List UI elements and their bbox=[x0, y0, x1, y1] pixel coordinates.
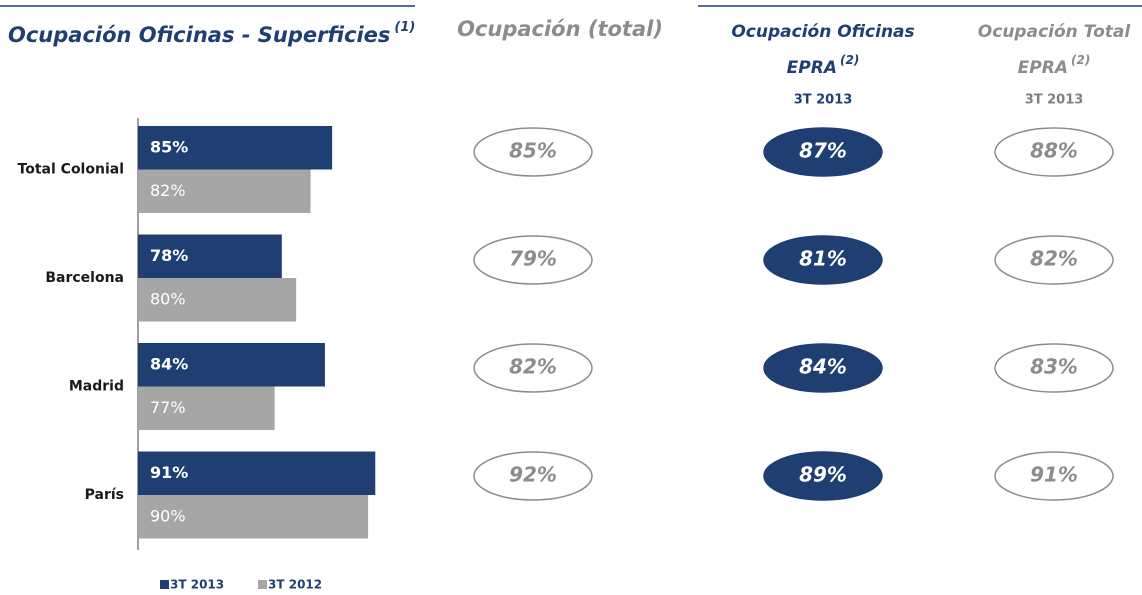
bar bbox=[138, 343, 325, 387]
legend-label: 3T 2013 bbox=[170, 578, 224, 592]
oval-value-label: 84% bbox=[799, 355, 847, 379]
panel-title: EPRA (2) bbox=[787, 53, 860, 79]
category-label: Madrid bbox=[69, 379, 124, 395]
category-label: París bbox=[85, 487, 124, 503]
value-oval bbox=[994, 343, 1114, 393]
chart-title: Ocupación Oficinas - Superficies (1) bbox=[8, 20, 415, 48]
bar-value-label: 78% bbox=[150, 246, 188, 265]
oval-value-label: 81% bbox=[799, 247, 847, 271]
oval-value-label: 91% bbox=[1030, 463, 1078, 487]
bar bbox=[138, 451, 376, 495]
oval-value-label: 82% bbox=[1030, 247, 1078, 271]
value-oval bbox=[763, 127, 883, 177]
panel-title-line: EPRA bbox=[787, 58, 837, 78]
title-text: Ocupación Oficinas - Superficies bbox=[8, 23, 390, 47]
oval-value-label: 85% bbox=[509, 139, 557, 163]
oval-value-label: 82% bbox=[509, 355, 557, 379]
bar bbox=[138, 126, 333, 170]
bar bbox=[138, 234, 282, 278]
value-oval bbox=[994, 127, 1114, 177]
bar bbox=[138, 278, 297, 322]
bar-value-label: 82% bbox=[150, 181, 186, 200]
legend-swatch bbox=[160, 580, 169, 589]
panel-title: EPRA (2) bbox=[1018, 53, 1091, 79]
bar-value-label: 77% bbox=[150, 398, 186, 417]
bar bbox=[138, 169, 311, 213]
value-oval bbox=[473, 451, 593, 501]
title-note: (1) bbox=[394, 20, 415, 35]
value-oval bbox=[763, 235, 883, 285]
category-label: Barcelona bbox=[45, 270, 124, 286]
legend-swatch bbox=[258, 580, 267, 589]
oval-value-label: 89% bbox=[799, 463, 847, 487]
value-oval bbox=[473, 235, 593, 285]
bar-value-label: 85% bbox=[150, 137, 188, 156]
oval-value-label: 88% bbox=[1030, 139, 1078, 163]
oval-value-label: 87% bbox=[799, 139, 847, 163]
panel-title: Ocupación Total bbox=[978, 22, 1132, 42]
bar-value-label: 80% bbox=[150, 289, 186, 308]
panel-title: Ocupación Oficinas bbox=[731, 22, 914, 42]
panel-title-line: EPRA bbox=[1018, 58, 1068, 78]
value-oval bbox=[473, 127, 593, 177]
bar bbox=[138, 386, 275, 430]
bar-value-label: 84% bbox=[150, 354, 188, 373]
value-oval bbox=[994, 235, 1114, 285]
value-oval bbox=[994, 451, 1114, 501]
bar-value-label: 91% bbox=[150, 463, 188, 482]
oval-value-label: 92% bbox=[509, 463, 557, 487]
category-label: Total Colonial bbox=[18, 162, 124, 178]
panel-subtitle: 3T 2013 bbox=[794, 93, 853, 108]
panel-note: (2) bbox=[840, 53, 859, 67]
oval-value-label: 83% bbox=[1030, 355, 1078, 379]
panel-subtitle: 3T 2013 bbox=[1025, 93, 1084, 108]
value-oval bbox=[763, 343, 883, 393]
bar-value-label: 90% bbox=[150, 506, 186, 525]
panel-note: (2) bbox=[1071, 53, 1090, 67]
legend-label: 3T 2012 bbox=[268, 578, 322, 592]
oval-value-label: 79% bbox=[509, 247, 557, 271]
value-oval bbox=[763, 451, 883, 501]
value-oval bbox=[473, 343, 593, 393]
panel-title: Ocupación (total) bbox=[457, 17, 663, 41]
bar bbox=[138, 495, 369, 539]
